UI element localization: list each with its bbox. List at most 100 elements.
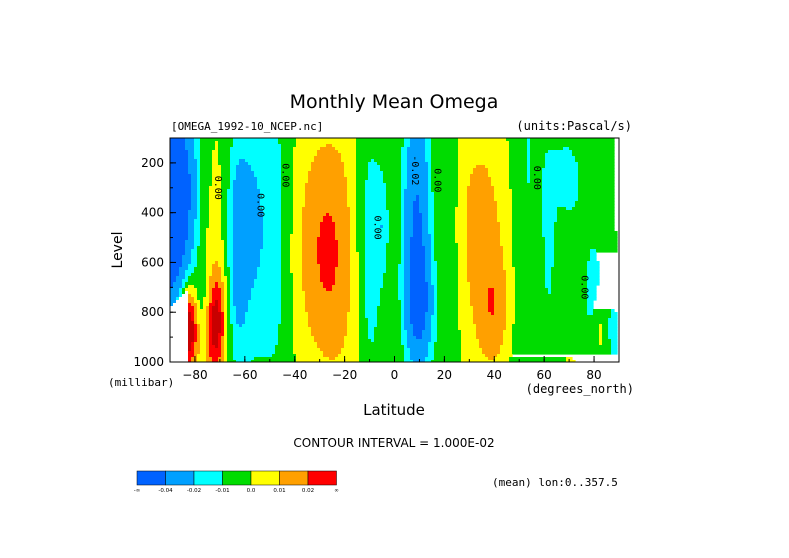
- field-cell: [407, 339, 432, 343]
- field-cell: [419, 204, 429, 208]
- field-cell: [194, 336, 198, 340]
- field-cell: [515, 318, 609, 322]
- field-cell: [347, 177, 357, 181]
- field-cell: [224, 282, 228, 286]
- field-cell: [554, 240, 618, 244]
- field-cell: [488, 303, 495, 307]
- field-cell: [332, 216, 351, 220]
- field-cell: [458, 246, 468, 250]
- field-cell: [365, 213, 390, 217]
- field-cell: [359, 336, 369, 340]
- field-cell: [230, 291, 234, 295]
- field-cell: [404, 198, 417, 202]
- field-cell: [359, 306, 366, 310]
- field-cell: [428, 288, 435, 292]
- field-cell: [344, 345, 360, 349]
- field-cell: [233, 198, 261, 202]
- field-cell: [200, 141, 216, 145]
- field-cell: [335, 282, 351, 286]
- field-cell: [200, 192, 210, 196]
- field-cell: [317, 345, 345, 349]
- field-cell: [404, 204, 414, 208]
- field-cell: [434, 288, 438, 292]
- field-cell: [212, 309, 219, 313]
- field-cell: [545, 273, 552, 277]
- field-cell: [542, 210, 558, 214]
- field-cell: [401, 186, 408, 190]
- field-cell: [401, 306, 405, 310]
- field-cell: [542, 195, 579, 199]
- field-cell: [470, 285, 507, 289]
- field-cell: [188, 279, 207, 283]
- field-cell: [191, 303, 198, 307]
- field-cell: [494, 198, 513, 202]
- field-cell: [206, 345, 210, 349]
- field-cell: [170, 225, 189, 229]
- field-cell: [194, 321, 198, 325]
- field-cell: [356, 246, 366, 250]
- colorbar-swatch: [250, 470, 280, 486]
- field-cell: [170, 153, 189, 157]
- field-cell: [197, 333, 201, 337]
- field-cell: [233, 183, 258, 187]
- field-cell: [437, 300, 459, 304]
- field-cell: [368, 165, 381, 169]
- field-cell: [545, 243, 555, 247]
- field-cell: [200, 228, 207, 232]
- field-cell: [185, 252, 192, 256]
- field-cell: [227, 348, 234, 352]
- field-cell: [434, 234, 456, 238]
- field-cell: [608, 324, 618, 328]
- field-cell: [401, 243, 405, 247]
- field-cell: [467, 243, 501, 247]
- field-cell: [281, 225, 294, 229]
- field-cell: [194, 300, 201, 304]
- field-cell: [410, 144, 426, 148]
- field-cell: [386, 249, 402, 253]
- field-cell: [227, 333, 234, 337]
- field-cell: [542, 189, 579, 193]
- field-cell: [434, 225, 456, 229]
- field-cell: [356, 138, 405, 142]
- field-cell: [263, 210, 282, 214]
- field-cell: [293, 150, 318, 154]
- field-cell: [212, 273, 222, 277]
- field-cell: [185, 147, 195, 151]
- field-cell: [194, 324, 198, 328]
- field-cell: [401, 219, 405, 223]
- field-cell: [455, 234, 468, 238]
- field-cell: [425, 258, 432, 262]
- field-cell: [209, 342, 213, 346]
- field-cell: [293, 186, 306, 190]
- field-cell: [212, 156, 219, 160]
- field-cell: [344, 162, 357, 166]
- field-cell: [365, 252, 387, 256]
- field-cell: [194, 306, 198, 310]
- field-cell: [323, 216, 333, 220]
- field-cell: [197, 168, 201, 172]
- field-cell: [473, 306, 489, 310]
- field-cell: [194, 243, 201, 247]
- field-cell: [467, 270, 507, 274]
- field-cell: [311, 330, 348, 334]
- field-cell: [188, 309, 195, 313]
- field-cell: [356, 186, 366, 190]
- field-cell: [278, 342, 294, 346]
- field-cell: [200, 339, 207, 343]
- field-cell: [206, 228, 222, 232]
- field-cell: [542, 207, 558, 211]
- field-cell: [233, 300, 249, 304]
- field-cell: [602, 336, 609, 340]
- field-cell: [578, 189, 615, 193]
- field-cell: [224, 267, 231, 271]
- field-cell: [578, 198, 615, 202]
- field-cell: [221, 339, 225, 343]
- field-cell: [170, 354, 189, 358]
- field-cell: [200, 234, 207, 238]
- field-cell: [233, 246, 264, 250]
- field-cell: [197, 213, 201, 217]
- field-cell: [212, 174, 222, 178]
- field-cell: [335, 225, 351, 229]
- field-cell: [515, 315, 612, 319]
- field-cell: [422, 243, 432, 247]
